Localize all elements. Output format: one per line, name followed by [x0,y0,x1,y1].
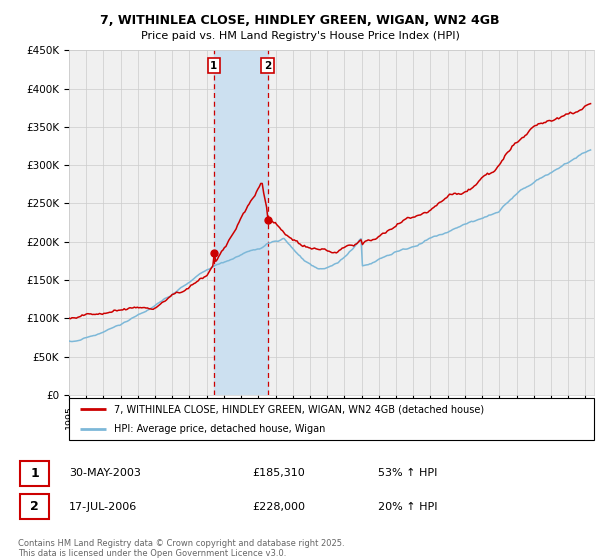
Text: 2: 2 [30,500,39,514]
Text: 7, WITHINLEA CLOSE, HINDLEY GREEN, WIGAN, WN2 4GB: 7, WITHINLEA CLOSE, HINDLEY GREEN, WIGAN… [100,14,500,27]
Text: 20% ↑ HPI: 20% ↑ HPI [378,502,437,512]
Text: Price paid vs. HM Land Registry's House Price Index (HPI): Price paid vs. HM Land Registry's House … [140,31,460,41]
Text: 30-MAY-2003: 30-MAY-2003 [69,468,141,478]
Text: 1: 1 [210,60,217,71]
Text: £228,000: £228,000 [252,502,305,512]
Text: 2: 2 [264,60,271,71]
Bar [214,50,268,395]
Text: 53% ↑ HPI: 53% ↑ HPI [378,468,437,478]
Text: 1: 1 [30,466,39,480]
Text: £185,310: £185,310 [252,468,305,478]
Text: 7, WITHINLEA CLOSE, HINDLEY GREEN, WIGAN, WN2 4GB (detached house): 7, WITHINLEA CLOSE, HINDLEY GREEN, WIGAN… [113,404,484,414]
Text: 17-JUL-2006: 17-JUL-2006 [69,502,137,512]
Text: HPI: Average price, detached house, Wigan: HPI: Average price, detached house, Wiga… [113,424,325,434]
Text: Contains HM Land Registry data © Crown copyright and database right 2025.
This d: Contains HM Land Registry data © Crown c… [18,539,344,558]
